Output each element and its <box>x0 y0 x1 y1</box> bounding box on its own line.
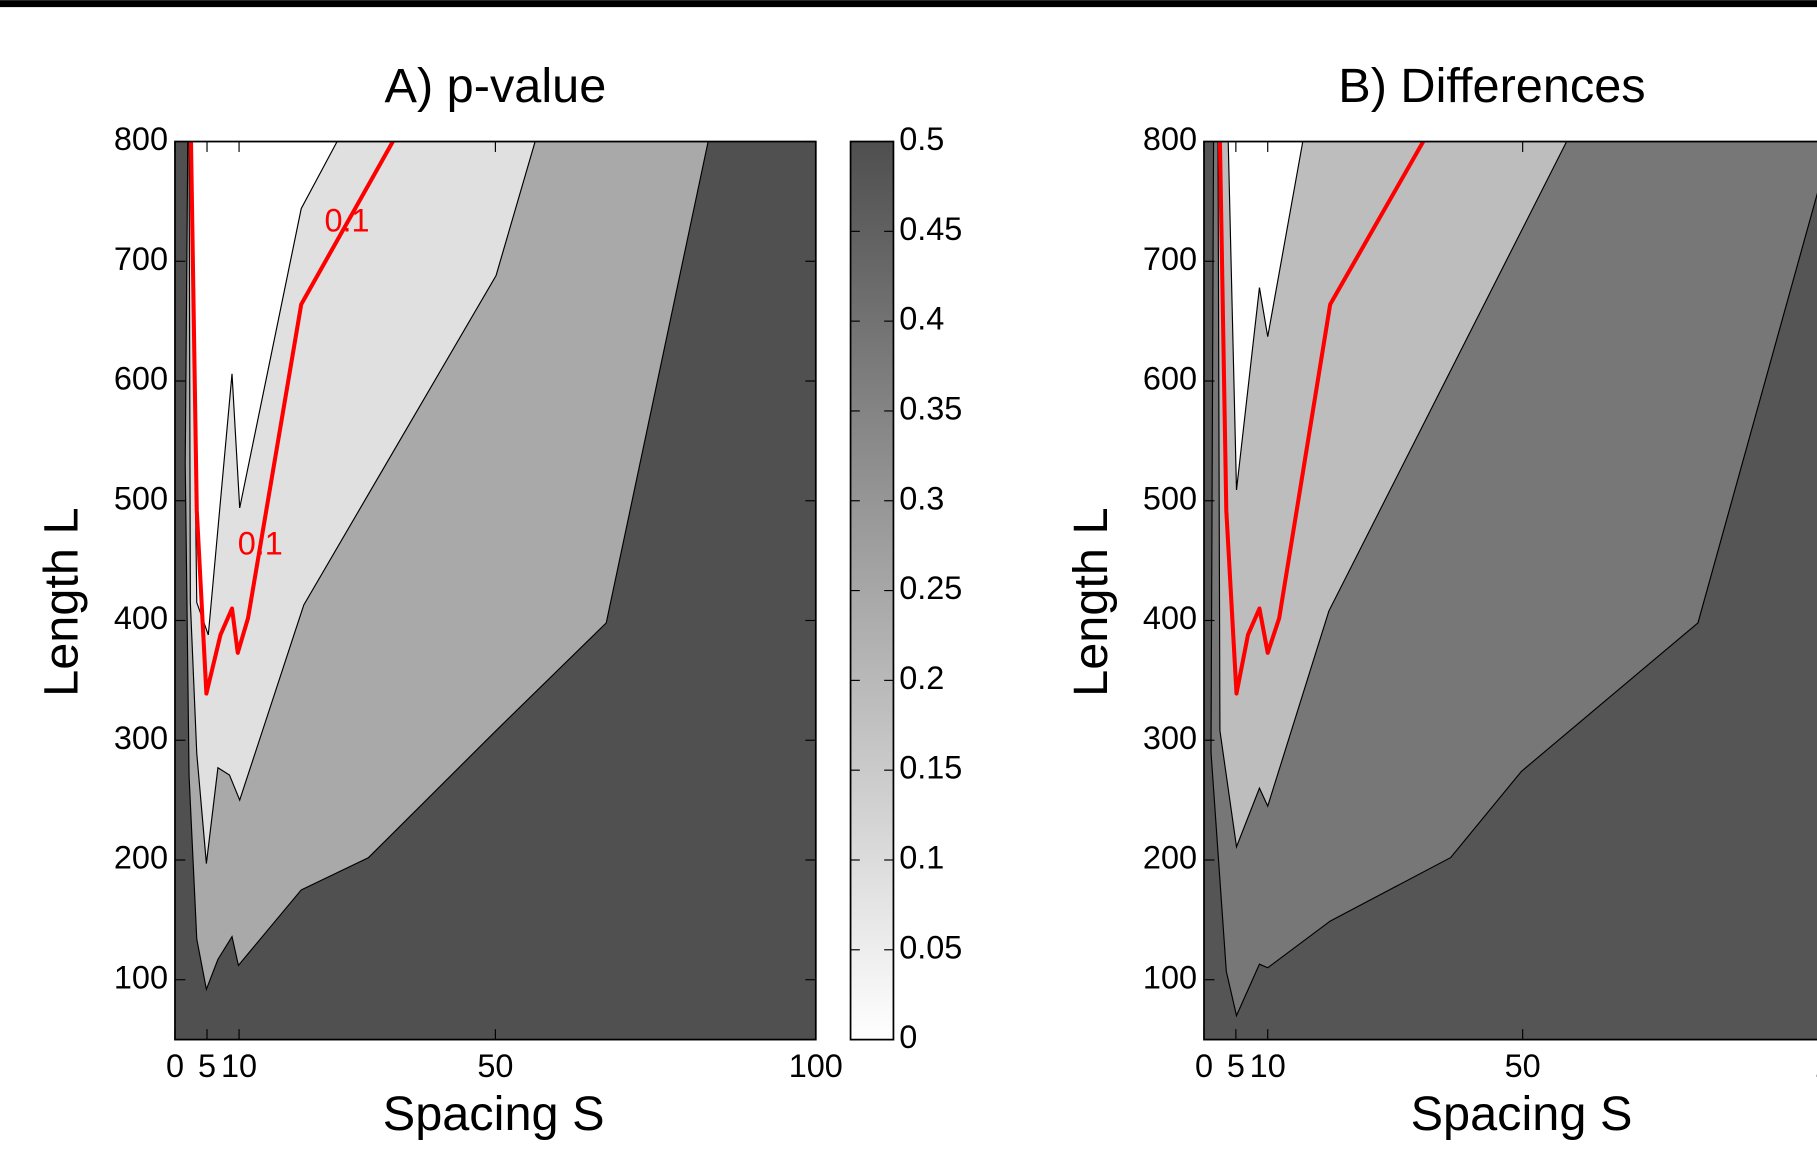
y-tick-label: 800 <box>114 121 168 157</box>
colorbar-tick-label: 0.35 <box>899 391 962 427</box>
y-tick-label: 100 <box>1143 959 1197 995</box>
chart-title: A) p-value <box>385 59 607 113</box>
chart-title: B) Differences <box>1338 59 1645 113</box>
y-axis-label: Length L <box>35 507 89 696</box>
contour-region <box>1227 141 1304 491</box>
y-tick-label: 600 <box>1143 361 1197 397</box>
x-tick-label: 50 <box>477 1048 513 1084</box>
y-tick-label: 700 <box>114 241 168 277</box>
x-axis-label: Spacing S <box>1411 1087 1633 1141</box>
contour-line <box>1217 141 1426 696</box>
colorbar-tick-label: 0.5 <box>899 121 944 157</box>
plots: 0.10.10 5 10 50 100100200300400500600700800A… <box>35 59 1817 1141</box>
colorbar-tick-label: 0.25 <box>899 570 962 606</box>
x-tick-label: 0 <box>1195 1048 1213 1084</box>
y-tick-label: 600 <box>114 361 168 397</box>
colorbar-tick-label: 0.2 <box>899 660 944 696</box>
y-tick-label: 400 <box>1143 600 1197 636</box>
y-tick-label: 400 <box>114 600 168 636</box>
x-tick-label: 5 <box>198 1048 216 1084</box>
contour-region <box>1217 141 1568 850</box>
colorbar-tick-label: 0.3 <box>899 480 944 516</box>
y-tick-label: 200 <box>114 840 168 876</box>
colorbar-tick-label: 0 <box>899 1019 917 1055</box>
top-border <box>0 0 1817 8</box>
y-tick-label: 500 <box>114 480 168 516</box>
y-tick-label: 300 <box>114 720 168 756</box>
plot-content <box>1203 141 1817 1040</box>
colorbar-tick-label: 0.1 <box>899 840 944 876</box>
x-tick-label: 10 <box>1250 1048 1286 1084</box>
x-tick-label: 100 <box>1814 1048 1817 1084</box>
y-axis-label: Length L <box>1064 507 1118 696</box>
y-tick-label: 100 <box>114 959 168 995</box>
x-tick-label: 100 <box>789 1048 843 1084</box>
colorbar-tick-label: 0.4 <box>899 301 944 337</box>
contour-label: 0.1 <box>238 526 283 562</box>
plot-area: 0.10.10 5 10 50 100100200300400500600700800A… <box>35 59 963 1141</box>
x-tick-label: 50 <box>1505 1048 1541 1084</box>
y-tick-label: 200 <box>1143 840 1197 876</box>
y-tick-label: 700 <box>1143 241 1197 277</box>
colorbar-tick-label: 0.45 <box>899 211 962 247</box>
contour-label: 0.1 <box>324 203 369 239</box>
plot-content: 0.1 0.1 <box>174 141 816 1040</box>
y-tick-label: 300 <box>1143 720 1197 756</box>
x-tick-label: 0 <box>166 1048 184 1084</box>
y-tick-label: 800 <box>1143 121 1197 157</box>
x-axis-label: Spacing S <box>383 1087 605 1141</box>
x-tick-label: 5 <box>1227 1048 1245 1084</box>
colorbar-tick-label: 0.05 <box>899 929 962 965</box>
contour-line <box>188 141 395 696</box>
x-tick-label: 10 <box>221 1048 257 1084</box>
colorbar-tick-label: 0.15 <box>899 750 962 786</box>
y-tick-label: 500 <box>1143 480 1197 516</box>
